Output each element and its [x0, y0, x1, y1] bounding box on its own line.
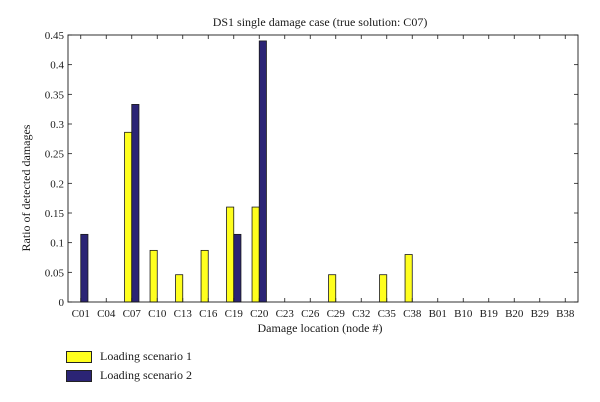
- x-tick-label-c10: C10: [148, 308, 167, 320]
- x-tick-label-c01: C01: [72, 308, 90, 320]
- x-axis-label: Damage location (node #): [258, 321, 383, 335]
- bar-scenario-1-c29: [328, 274, 337, 303]
- plot-frame: [67, 34, 579, 303]
- chart-title: DS1 single damage case (true solution: C…: [213, 15, 428, 29]
- x-tick-label-c19: C19: [225, 308, 244, 320]
- x-tick-label-b19: B19: [480, 308, 499, 320]
- legend-swatch-loading-scenario-2: [66, 369, 92, 382]
- x-tick-label-c16: C16: [199, 308, 218, 320]
- x-tick-label-b29: B29: [531, 308, 550, 320]
- x-tick-label-c32: C32: [352, 308, 370, 320]
- x-tick-label-c35: C35: [378, 308, 397, 320]
- legend: Loading scenario 1 Loading scenario 2: [66, 347, 192, 385]
- bar-scenario-1-c16: [200, 249, 209, 303]
- bar-scenario-2-c20: [258, 40, 267, 303]
- x-tick-label-c07: C07: [123, 308, 142, 320]
- y-tick-label-0.05: 0.05: [45, 267, 65, 279]
- bar-scenario-1-c19: [226, 206, 235, 303]
- x-tick-label-c04: C04: [97, 308, 116, 320]
- x-tick-label-c29: C29: [327, 308, 346, 320]
- x-tick-label-b10: B10: [454, 308, 473, 320]
- legend-swatch-loading-scenario-1: [66, 350, 92, 363]
- y-axis-label: Ratio of detected damages: [19, 124, 33, 251]
- bar-scenario-1-c13: [175, 274, 184, 303]
- bar-scenario-1-c35: [379, 274, 388, 303]
- x-tick-label-c23: C23: [276, 308, 295, 320]
- bar-scenario-2-c07: [131, 104, 140, 303]
- bar-scenario-1-c07: [124, 131, 133, 303]
- x-tick-label-c38: C38: [403, 308, 422, 320]
- y-tick-label-0.25: 0.25: [45, 149, 65, 161]
- bar-scenario-1-c10: [149, 249, 158, 303]
- x-tick-label-c26: C26: [301, 308, 320, 320]
- legend-label-loading-scenario-2: Loading scenario 2: [100, 368, 192, 382]
- bar-scenario-2-c19: [233, 233, 242, 303]
- x-tick-label-c20: C20: [250, 308, 269, 320]
- legend-label-loading-scenario-1: Loading scenario 1: [100, 349, 192, 363]
- y-tick-label-0.35: 0.35: [45, 89, 65, 101]
- bar-scenario-2-c01: [80, 233, 89, 303]
- y-tick-label-0.15: 0.15: [45, 208, 65, 220]
- x-tick-label-b38: B38: [556, 308, 575, 320]
- y-tick-label-0.3: 0.3: [50, 119, 64, 131]
- plot-area: 0 0.05 0.1 0.15 0.2 0.25 0.3 0.35 0.4 0.45 C01 C04 C…: [45, 30, 579, 320]
- x-tick-label-b01: B01: [429, 308, 447, 320]
- x-tick-label-c13: C13: [174, 308, 193, 320]
- y-tick-label-0: 0: [59, 297, 65, 309]
- bar-scenario-1-c38: [404, 254, 413, 303]
- legend-item-loading-scenario-2: Loading scenario 2: [66, 366, 192, 385]
- x-tick-label-b20: B20: [505, 308, 524, 320]
- y-tick-label-0.1: 0.1: [50, 238, 64, 250]
- y-tick-label-0.2: 0.2: [50, 178, 64, 190]
- y-tick-label-0.45: 0.45: [45, 30, 65, 42]
- legend-item-loading-scenario-1: Loading scenario 1: [66, 347, 192, 366]
- bar-scenario-1-c20: [251, 206, 260, 303]
- y-tick-label-0.4: 0.4: [50, 60, 64, 72]
